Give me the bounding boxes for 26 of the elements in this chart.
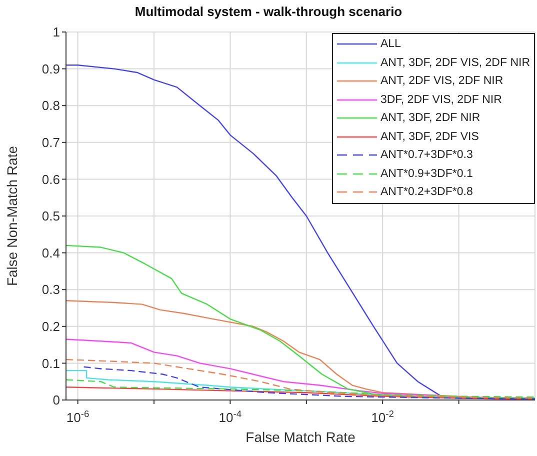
y-tick-label: 0.6 [42,172,60,187]
y-axis-title: False Non-Match Rate [4,146,20,286]
y-tick-label: 1 [52,24,60,40]
legend-label: ANT*0.9+3DF*0.1 [380,168,473,180]
legend-label: ANT*0.2+3DF*0.8 [380,186,473,198]
legend-label: ANT*0.7+3DF*0.3 [380,149,473,162]
x-tick-label: 10$^{-4}$ [218,409,242,425]
legend-label: ANT, 3DF, 2DF VIS [380,130,479,143]
legend-label: ANT, 3DF, 2DF VIS, 2DF NIR [380,56,530,69]
legend-label: 3DF, 2DF VIS, 2DF NIR [380,94,502,106]
y-tick-label: 0.5 [42,208,60,224]
y-tick-label: 0.7 [42,135,60,150]
y-tick-label: 0.4 [42,245,60,260]
y-tick-label: 0.3 [42,282,60,298]
y-tick-label: 0.2 [42,319,60,334]
y-tick-label: 0.1 [42,356,60,371]
legend-label: ANT, 3DF, 2DF NIR [380,112,480,124]
x-tick-label: 10$^{-2}$ [371,409,394,425]
x-tick-label: 10$^{-6}$ [66,409,90,425]
legend-label: ANT, 2DF VIS, 2DF NIR [380,75,504,88]
y-tick-label: 0.8 [42,98,60,114]
y-tick-label: 0 [52,392,60,408]
legend-label: ALL [380,38,401,50]
chart-title: Multimodal system - walk-through scenario [134,4,404,19]
y-tick-label: 0.9 [42,61,60,76]
x-axis-title: False Match Rate [246,429,356,445]
